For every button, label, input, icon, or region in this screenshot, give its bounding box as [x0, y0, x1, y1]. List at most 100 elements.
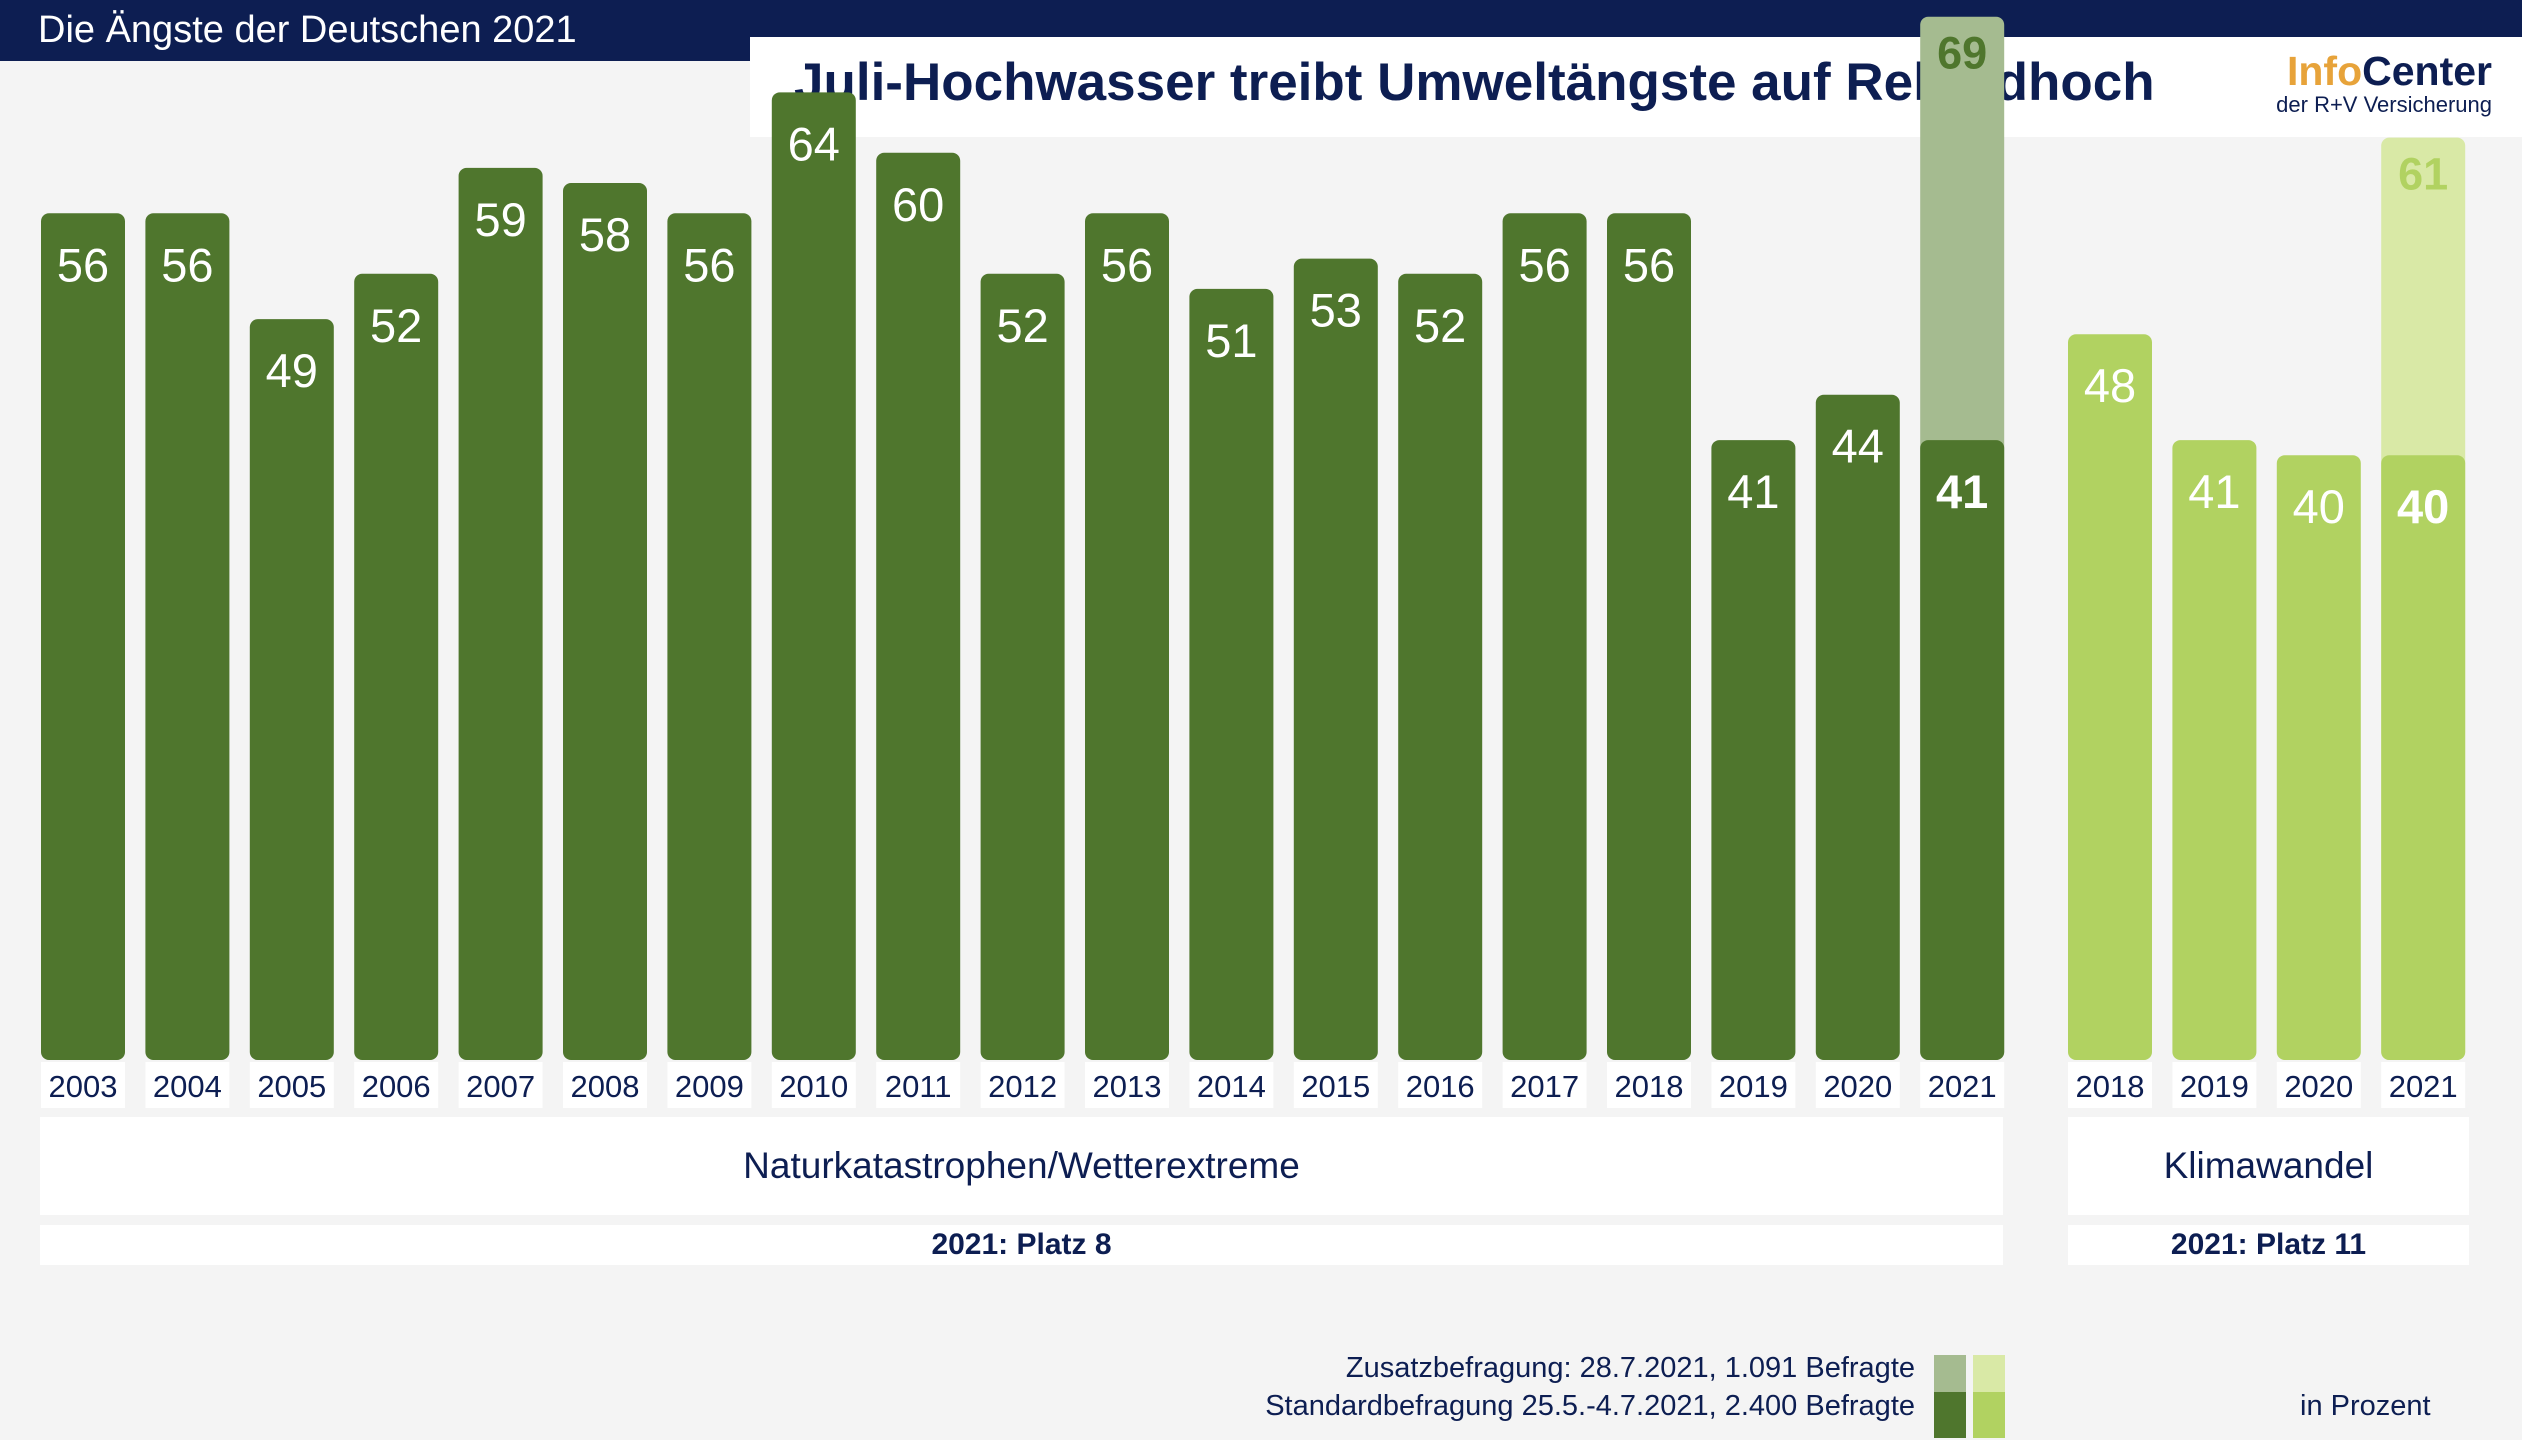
group-label-box-klima: Klimawandel	[2068, 1117, 2469, 1215]
year-tick-label: 2018	[1615, 1069, 1684, 1104]
bar-0-2013	[1085, 213, 1169, 1060]
bar-value-label: 52	[370, 299, 422, 352]
series-tag: Die Ängste der Deutschen 2021	[38, 9, 577, 51]
year-tick-label: 2010	[779, 1069, 848, 1104]
bar-0-2010	[771, 92, 856, 1060]
bar-value-label: 51	[1205, 314, 1257, 367]
bar-value-label: 41	[1936, 465, 1988, 518]
group-name-natur: Naturkatastrophen/Wetterextreme	[743, 1145, 1300, 1186]
year-label-box	[2068, 1062, 2152, 1108]
bar-0-2003	[41, 213, 125, 1060]
year-tick-label: 2009	[675, 1069, 744, 1104]
logo-subtitle: der R+V Versicherung	[2276, 92, 2492, 117]
year-label-box	[563, 1062, 647, 1108]
bar-value-label: 56	[1518, 238, 1570, 291]
year-label-box	[876, 1062, 961, 1108]
bar-0-2005	[249, 319, 334, 1060]
infocenter-logo: InfoCenter der R+V Versicherung	[2276, 49, 2492, 117]
year-label-box	[2172, 1062, 2257, 1108]
year-label-box	[1920, 1062, 2005, 1108]
year-label-box	[771, 1062, 856, 1108]
bar-value-label: 58	[579, 208, 631, 261]
bar-value-label: 56	[683, 238, 735, 291]
bar-value-label: 41	[1727, 465, 1779, 518]
bar-value-label: 59	[474, 193, 526, 246]
year-label-box	[2276, 1062, 2361, 1108]
year-label-box	[1711, 1062, 1796, 1108]
legend-standard-label: Standardbefragung 25.5.-4.7.2021, 2.400 …	[1265, 1390, 1915, 1422]
rank-box-klima: 2021: Platz 11	[2068, 1225, 2469, 1265]
year-label-box	[354, 1062, 439, 1108]
bar-0-2016	[1398, 273, 1483, 1060]
bar-0-2004	[145, 213, 230, 1060]
logo-center-text: Center	[2362, 48, 2492, 94]
year-label-box	[458, 1062, 543, 1108]
bar-0-2017	[1502, 213, 1587, 1060]
year-tick-label: 2007	[466, 1069, 535, 1104]
bar-value-label: 56	[161, 238, 213, 291]
bar-0-2019	[1711, 440, 1796, 1061]
bar-0-2011	[876, 152, 961, 1061]
year-tick-label: 2015	[1301, 1069, 1370, 1104]
year-label-box	[667, 1062, 752, 1108]
year-label-box	[41, 1062, 125, 1108]
bar-0-2020	[1815, 394, 1900, 1061]
rank-box-natur: 2021: Platz 8	[40, 1225, 2003, 1265]
rank-label-klima: 2021: Platz 11	[2170, 1228, 2367, 1261]
bar-value-label: 40	[2293, 480, 2345, 533]
bar-value-label: 48	[2084, 359, 2136, 412]
legend-extra-label: Zusatzbefragung: 28.7.2021, 1.091 Befrag…	[1345, 1352, 1915, 1384]
year-tick-label: 2020	[1823, 1069, 1892, 1104]
bar-value-label: 44	[1832, 420, 1884, 473]
bar-value-label: 56	[1623, 238, 1675, 291]
year-tick-label: 2003	[49, 1069, 118, 1104]
bar-extra-value-label: 61	[2398, 149, 2448, 200]
year-tick-label: 2006	[362, 1069, 431, 1104]
year-tick-label: 2013	[1093, 1069, 1162, 1104]
year-label-box	[2381, 1062, 2466, 1108]
bar-0-2006	[354, 273, 439, 1060]
year-tick-label: 2021	[2389, 1069, 2458, 1104]
year-label-box	[1293, 1062, 1378, 1108]
bar-value-label: 52	[1414, 299, 1466, 352]
bar-extra-value-label: 69	[1937, 28, 1987, 79]
bar-value-label: 56	[1101, 238, 1153, 291]
bar-0-2015	[1293, 258, 1378, 1060]
group-label-box-natur: Naturkatastrophen/Wetterextreme	[40, 1117, 2003, 1215]
bar-value-label: 56	[57, 238, 109, 291]
bar-0-2007	[458, 167, 543, 1061]
unit-label: in Prozent	[2300, 1390, 2431, 1422]
bar-0-2009	[667, 213, 752, 1060]
year-label-box	[145, 1062, 230, 1108]
bar-value-label: 41	[2188, 465, 2240, 518]
year-tick-label: 2012	[988, 1069, 1057, 1104]
year-tick-label: 2005	[257, 1069, 326, 1104]
year-tick-label: 2021	[1928, 1069, 1997, 1104]
bar-0-2014	[1189, 288, 1274, 1060]
bar-1-2019	[2172, 440, 2257, 1061]
year-tick-label: 2014	[1197, 1069, 1266, 1104]
year-tick-label: 2017	[1510, 1069, 1579, 1104]
bar-value-label: 64	[788, 117, 840, 170]
legend-swatch-dark-standard	[1934, 1392, 1966, 1438]
year-tick-label: 2018	[2076, 1069, 2145, 1104]
year-tick-label: 2019	[2180, 1069, 2249, 1104]
year-label-box	[1189, 1062, 1274, 1108]
legend-swatch-light-standard	[1973, 1392, 2005, 1438]
rank-label-natur: 2021: Platz 8	[931, 1228, 1112, 1261]
year-tick-label: 2020	[2284, 1069, 2353, 1104]
year-tick-label: 2016	[1406, 1069, 1475, 1104]
bar-1-2021	[2381, 455, 2466, 1060]
logo-info-text: Info	[2286, 48, 2363, 94]
bar-1-2020	[2276, 455, 2361, 1060]
bar-0-2018	[1607, 213, 1691, 1060]
bar-value-label: 52	[996, 299, 1048, 352]
year-label-box	[1085, 1062, 1169, 1108]
year-label-box	[1815, 1062, 1900, 1108]
year-label-box	[249, 1062, 334, 1108]
year-tick-label: 2019	[1719, 1069, 1788, 1104]
year-label-box	[1502, 1062, 1587, 1108]
year-label-box	[980, 1062, 1065, 1108]
